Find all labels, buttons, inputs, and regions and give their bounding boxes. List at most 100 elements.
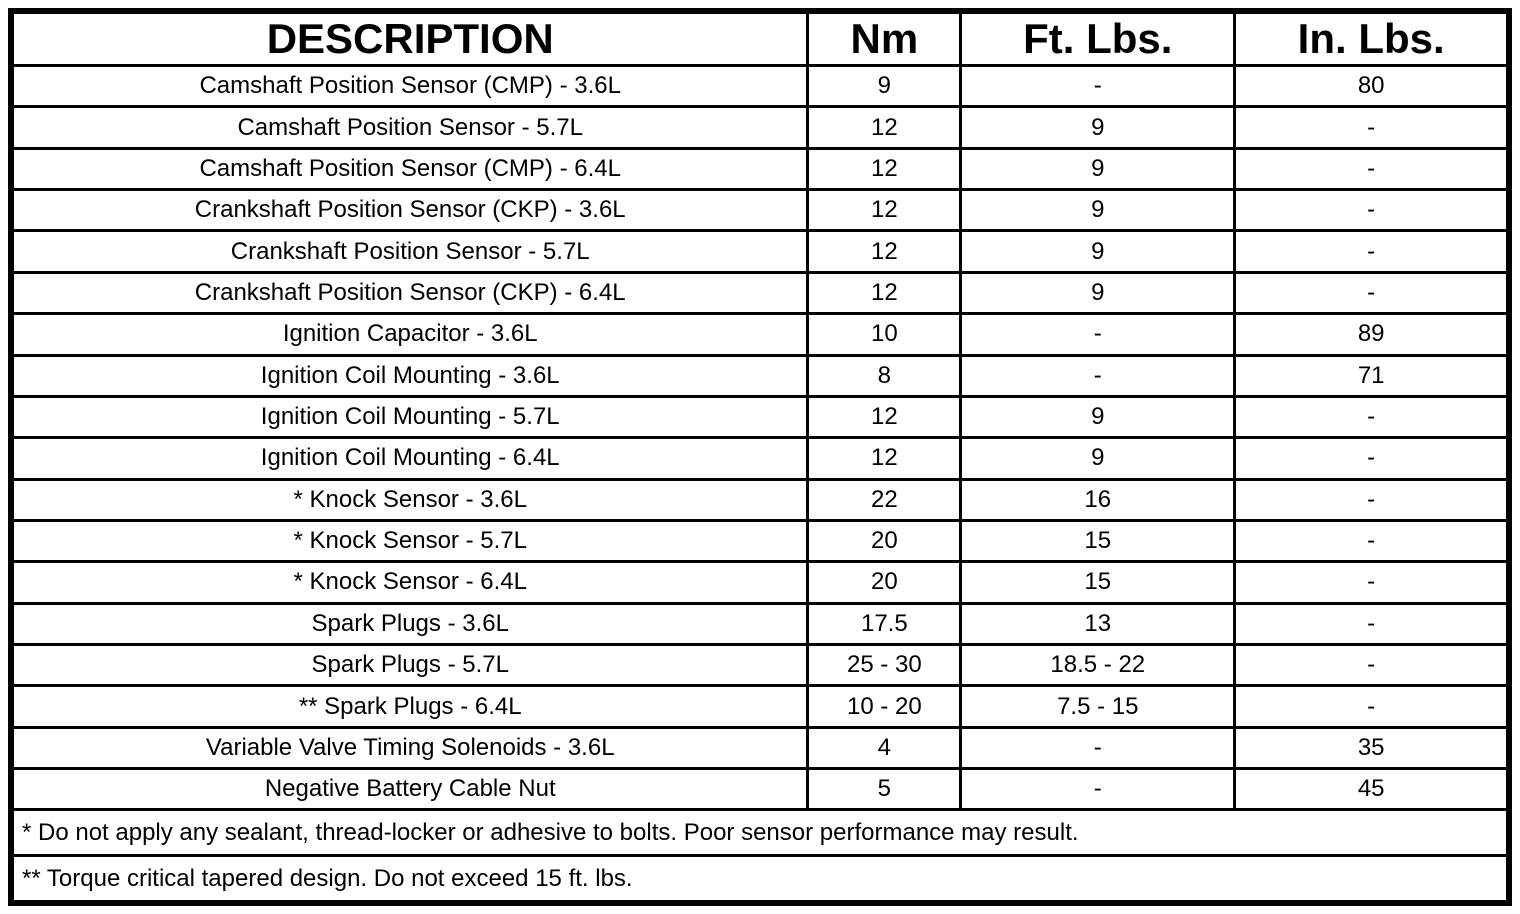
nm-cell: 12 [806,229,963,274]
in-lbs-cell: 71 [1233,353,1511,398]
in-lbs-cell: - [1233,188,1511,233]
description-cell: Variable Valve Timing Solenoids - 3.6L [9,725,810,771]
footnote-row: ** Torque critical tapered design. Do no… [9,854,1511,905]
in-lbs-cell: - [1233,146,1511,192]
description-cell: Ignition Capacitor - 3.6L [9,312,810,357]
nm-cell: 12 [806,270,963,316]
nm-cell: 4 [806,725,963,771]
header-row: DESCRIPTION Nm Ft. Lbs. In. Lbs. [9,9,1511,67]
table-row: Spark Plugs - 3.6L 17.5 13- [9,601,1511,647]
in-lbs-cell: - [1233,684,1511,729]
column-header-ft-lbs: Ft. Lbs. [959,9,1237,67]
description-cell: ** Spark Plugs - 6.4L [9,684,810,729]
description-cell: Camshaft Position Sensor (CMP) - 3.6L [9,63,810,109]
description-cell: Spark Plugs - 3.6L [9,601,810,647]
description-cell: * Knock Sensor - 5.7L [9,518,810,564]
description-cell: Ignition Coil Mounting - 6.4L [9,436,810,481]
nm-cell: 12 [806,105,963,150]
nm-cell: 20 [806,518,963,564]
table-row: * Knock Sensor - 3.6L 22 16- [9,477,1511,522]
ft-lbs-cell: 15 [959,518,1237,564]
ft-lbs-cell: 9 [959,146,1237,192]
in-lbs-cell: - [1233,477,1511,522]
torque-table-body: Camshaft Position Sensor (CMP) - 3.6L 9-8… [9,63,1511,905]
ft-lbs-cell: 15 [959,560,1237,605]
in-lbs-cell: - [1233,105,1511,150]
footnote-text: ** Torque critical tapered design. Do no… [9,854,1511,905]
footnote-text: * Do not apply any sealant, thread-locke… [9,808,1511,858]
table-row: Camshaft Position Sensor - 5.7L 12 9- [9,105,1511,150]
nm-cell: 9 [806,63,963,109]
nm-cell: 10 - 20 [806,684,963,729]
nm-cell: 8 [806,353,963,398]
description-cell: Spark Plugs - 5.7L [9,643,810,688]
ft-lbs-cell: - [959,767,1237,812]
nm-cell: 20 [806,560,963,605]
table-row: * Knock Sensor - 5.7L 20 15- [9,518,1511,564]
table-row: Variable Valve Timing Solenoids - 3.6L 4-… [9,725,1511,771]
table-row: Camshaft Position Sensor (CMP) - 3.6L 9-8… [9,63,1511,109]
ft-lbs-cell: 9 [959,270,1237,316]
description-cell: Camshaft Position Sensor (CMP) - 6.4L [9,146,810,192]
ft-lbs-cell: - [959,63,1237,109]
table-header: DESCRIPTION Nm Ft. Lbs. In. Lbs. [9,9,1511,67]
ft-lbs-cell: - [959,312,1237,357]
in-lbs-cell: - [1233,436,1511,481]
torque-spec-table: DESCRIPTION Nm Ft. Lbs. In. Lbs. Camshaf… [8,8,1512,906]
in-lbs-cell: - [1233,560,1511,605]
in-lbs-cell: - [1233,601,1511,647]
table-row: Crankshaft Position Sensor - 5.7L 12 9- [9,229,1511,274]
description-cell: Crankshaft Position Sensor - 5.7L [9,229,810,274]
nm-cell: 17.5 [806,601,963,647]
description-cell: Crankshaft Position Sensor (CKP) - 3.6L [9,188,810,233]
ft-lbs-cell: 9 [959,188,1237,233]
nm-cell: 12 [806,188,963,233]
ft-lbs-cell: 9 [959,394,1237,440]
description-cell: Ignition Coil Mounting - 3.6L [9,353,810,398]
ft-lbs-cell: 9 [959,436,1237,481]
in-lbs-cell: - [1233,270,1511,316]
column-header-description: DESCRIPTION [9,9,810,67]
table-row: Ignition Coil Mounting - 5.7L 12 9- [9,394,1511,440]
nm-cell: 22 [806,477,963,522]
description-cell: Crankshaft Position Sensor (CKP) - 6.4L [9,270,810,316]
description-cell: Negative Battery Cable Nut [9,767,810,812]
nm-cell: 5 [806,767,963,812]
ft-lbs-cell: 9 [959,229,1237,274]
table-row: Crankshaft Position Sensor (CKP) - 3.6L 1… [9,188,1511,233]
table-row: Ignition Coil Mounting - 3.6L 8-71 [9,353,1511,398]
ft-lbs-cell: 16 [959,477,1237,522]
nm-cell: 12 [806,146,963,192]
column-header-nm: Nm [806,9,963,67]
in-lbs-cell: 35 [1233,725,1511,771]
description-cell: * Knock Sensor - 3.6L [9,477,810,522]
in-lbs-cell: 89 [1233,312,1511,357]
ft-lbs-cell: - [959,725,1237,771]
nm-cell: 25 - 30 [806,643,963,688]
in-lbs-cell: - [1233,394,1511,440]
ft-lbs-cell: 9 [959,105,1237,150]
in-lbs-cell: - [1233,518,1511,564]
description-cell: Camshaft Position Sensor - 5.7L [9,105,810,150]
footnote-row: * Do not apply any sealant, thread-locke… [9,808,1511,858]
description-cell: Ignition Coil Mounting - 5.7L [9,394,810,440]
table-row: Camshaft Position Sensor (CMP) - 6.4L 12 9… [9,146,1511,192]
description-cell: * Knock Sensor - 6.4L [9,560,810,605]
nm-cell: 10 [806,312,963,357]
nm-cell: 12 [806,436,963,481]
in-lbs-cell: - [1233,229,1511,274]
ft-lbs-cell: 18.5 - 22 [959,643,1237,688]
table-row: * Knock Sensor - 6.4L 20 15- [9,560,1511,605]
ft-lbs-cell: 13 [959,601,1237,647]
in-lbs-cell: 45 [1233,767,1511,812]
table-row: ** Spark Plugs - 6.4L 10 - 20 7.5 - 15- [9,684,1511,729]
ft-lbs-cell: 7.5 - 15 [959,684,1237,729]
in-lbs-cell: 80 [1233,63,1511,109]
table-row: Spark Plugs - 5.7L 25 - 30 18.5 - 22- [9,643,1511,688]
nm-cell: 12 [806,394,963,440]
table-row: Ignition Coil Mounting - 6.4L 12 9- [9,436,1511,481]
table-row: Ignition Capacitor - 3.6L 10-89 [9,312,1511,357]
table-row: Negative Battery Cable Nut 5-45 [9,767,1511,812]
column-header-in-lbs: In. Lbs. [1233,9,1511,67]
